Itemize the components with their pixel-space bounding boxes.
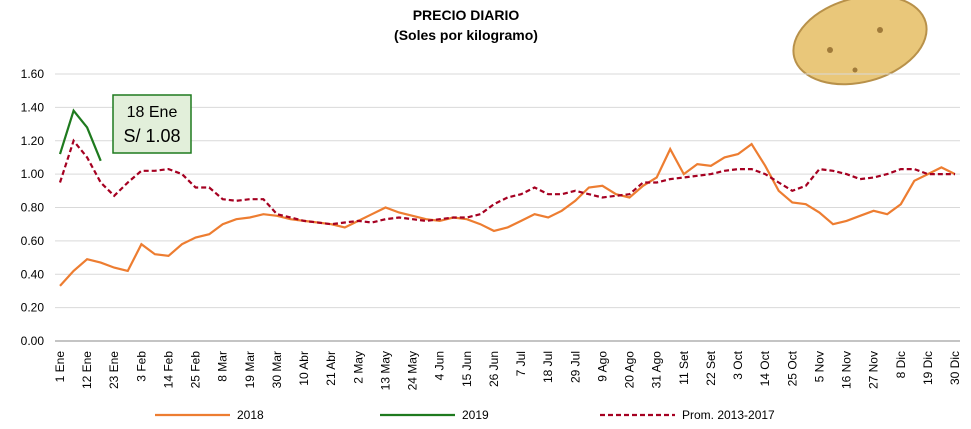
series-line	[58, 108, 102, 162]
x-tick-label: 8 Mar	[216, 351, 230, 382]
x-tick-label: 21 Abr	[324, 351, 338, 386]
y-tick-label: 0.20	[21, 301, 45, 315]
x-tick-label: 11 Set	[677, 350, 691, 384]
x-tick-label: 3 Oct	[731, 350, 745, 379]
x-tick-label: 12 Ene	[80, 351, 94, 389]
series-line	[59, 142, 956, 287]
annotation-box	[112, 94, 192, 154]
x-tick-label: 5 Nov	[812, 351, 826, 382]
x-tick-label: 31 Ago	[650, 351, 664, 389]
x-tick-label: 22 Set	[704, 350, 718, 385]
x-tick-label: 20 Ago	[623, 351, 637, 389]
y-tick-label: 1.20	[21, 134, 45, 148]
legend-label: 2018	[237, 408, 264, 422]
y-tick-label: 0.80	[21, 201, 45, 215]
x-tick-label: 18 Jul	[541, 351, 555, 383]
x-tick-label: 30 Dic	[948, 351, 962, 385]
y-tick-label: 0.00	[21, 334, 45, 348]
x-tick-label: 16 Nov	[840, 351, 854, 389]
annotation-date: 18 Ene	[127, 104, 178, 121]
x-tick-label: 14 Oct	[758, 350, 772, 386]
x-tick-label: 27 Nov	[867, 351, 881, 389]
y-tick-label: 1.00	[21, 167, 45, 181]
series-line	[58, 138, 955, 226]
x-tick-label: 14 Feb	[161, 351, 175, 389]
annotation: 18 Ene S/ 1.08	[112, 94, 192, 154]
x-tick-label: 23 Ene	[107, 351, 121, 389]
x-tick-label: 2 May	[351, 351, 365, 384]
x-tick-label: 13 May	[378, 351, 392, 390]
annotation-value: S/ 1.08	[123, 126, 180, 146]
y-tick-label: 0.60	[21, 234, 45, 248]
chart-title: PRECIO DIARIO	[413, 7, 520, 23]
x-tick-label: 10 Abr	[297, 351, 311, 386]
x-tick-label: 3 Feb	[134, 351, 148, 382]
legend-label: Prom. 2013-2017	[682, 408, 775, 422]
x-tick-label: 30 Mar	[270, 351, 284, 388]
chart-subtitle: (Soles por kilogramo)	[394, 27, 538, 43]
y-tick-label: 1.40	[21, 100, 45, 114]
x-tick-label: 15 Jun	[460, 351, 474, 387]
x-tick-label: 19 Dic	[921, 351, 935, 385]
x-tick-label: 24 May	[406, 351, 420, 390]
x-tick-label: 4 Jun	[433, 351, 447, 380]
x-tick-label: 9 Ago	[595, 351, 609, 382]
x-tick-label: 1 Ene	[53, 351, 67, 383]
x-tick-label: 25 Oct	[785, 350, 799, 386]
potato-icon	[792, 0, 928, 86]
legend-label: 2019	[462, 408, 489, 422]
x-tick-label: 25 Feb	[189, 351, 203, 389]
x-tick-label: 7 Jul	[514, 351, 528, 376]
y-tick-label: 0.40	[21, 267, 45, 281]
x-tick-label: 26 Jun	[487, 351, 501, 387]
x-tick-label: 8 Dic	[894, 351, 908, 378]
y-tick-label: 1.60	[21, 67, 45, 81]
x-tick-label: 29 Jul	[568, 351, 582, 383]
x-tick-label: 19 Mar	[243, 351, 257, 388]
